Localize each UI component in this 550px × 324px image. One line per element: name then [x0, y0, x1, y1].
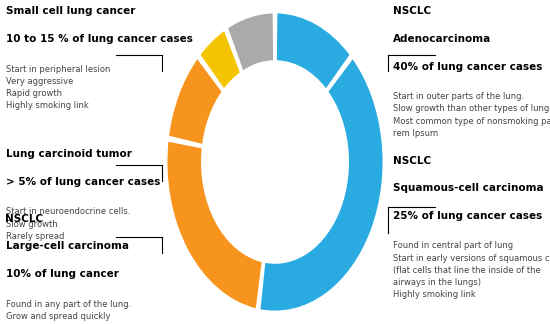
Text: Small cell lung cancer: Small cell lung cancer	[6, 6, 135, 17]
Wedge shape	[168, 58, 222, 145]
Text: Large-cell carcinoma: Large-cell carcinoma	[6, 241, 129, 251]
Wedge shape	[167, 141, 262, 309]
Text: > 5% of lung cancer cases: > 5% of lung cancer cases	[6, 177, 160, 187]
Text: Squamous-cell carcinoma: Squamous-cell carcinoma	[393, 183, 544, 193]
Wedge shape	[200, 30, 241, 89]
Text: 25% of lung cancer cases: 25% of lung cancer cases	[393, 211, 542, 221]
Text: 10 to 15 % of lung cancer cases: 10 to 15 % of lung cancer cases	[6, 34, 192, 44]
Text: Start in outer parts of the lung.
Slow growth than other types of lung cancer
Mo: Start in outer parts of the lung. Slow g…	[393, 92, 550, 138]
Text: NSCLC: NSCLC	[6, 214, 43, 224]
Text: Start in neuroendocrine cells.
Slow growth
Rarely spread: Start in neuroendocrine cells. Slow grow…	[6, 207, 130, 241]
Wedge shape	[276, 13, 350, 89]
Text: Start in peripheral lesion
Very aggressive
Rapid growth
Highly smoking link: Start in peripheral lesion Very aggressi…	[6, 65, 110, 110]
Text: 40% of lung cancer cases: 40% of lung cancer cases	[393, 62, 543, 72]
Wedge shape	[227, 13, 274, 71]
Text: Found in any part of the lung.
Grow and spread quickly
Very aggressive: Found in any part of the lung. Grow and …	[6, 300, 131, 324]
Wedge shape	[260, 58, 383, 311]
Text: 10% of lung cancer: 10% of lung cancer	[6, 269, 118, 279]
Text: NSCLC: NSCLC	[393, 156, 431, 166]
Text: Lung carcinoid tumor: Lung carcinoid tumor	[6, 149, 131, 159]
Text: Found in central part of lung
Start in early versions of squamous cells
(flat ce: Found in central part of lung Start in e…	[393, 241, 550, 299]
Text: NSCLC: NSCLC	[393, 6, 431, 17]
Text: Adenocarcinoma: Adenocarcinoma	[393, 34, 492, 44]
